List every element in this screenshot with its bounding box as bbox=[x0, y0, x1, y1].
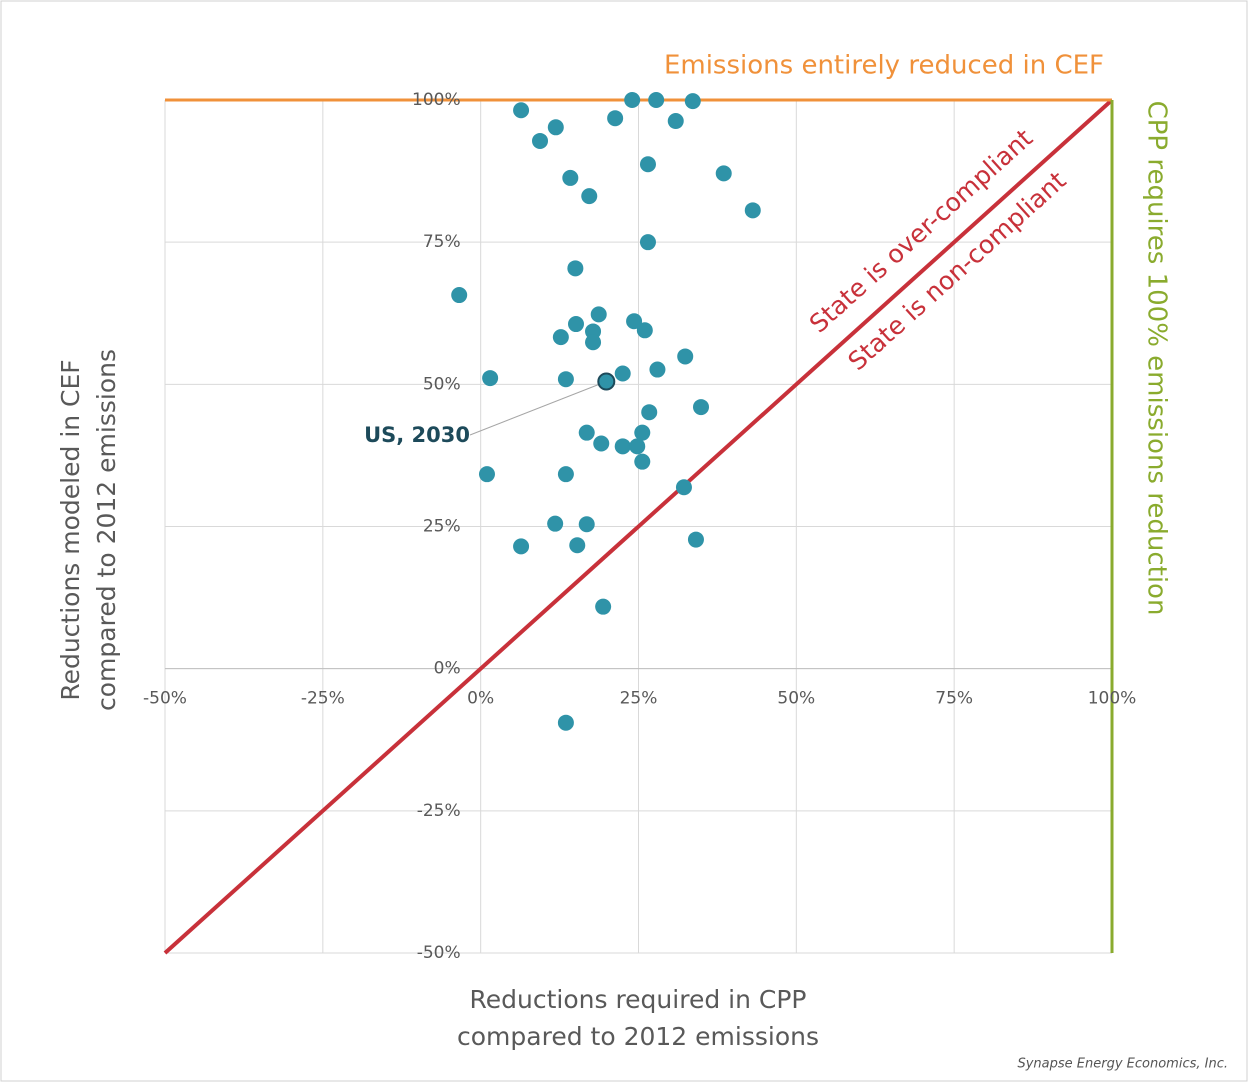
point bbox=[547, 515, 564, 532]
point bbox=[482, 370, 499, 387]
point bbox=[634, 453, 651, 470]
marks bbox=[163, 92, 1114, 955]
leader-line bbox=[469, 381, 607, 436]
point bbox=[557, 466, 574, 483]
reference-label: CPP requires 100% emissions reduction bbox=[1142, 101, 1172, 616]
source: Synapse Energy Economics, Inc. bbox=[1017, 1057, 1228, 1072]
x-axis-title: compared to 2012 emissions bbox=[457, 1022, 819, 1051]
point bbox=[562, 169, 579, 186]
point bbox=[578, 424, 595, 441]
point bbox=[478, 466, 495, 483]
y-tick-label: -25% bbox=[417, 801, 461, 821]
point bbox=[557, 371, 574, 388]
point bbox=[641, 404, 658, 421]
point bbox=[513, 102, 530, 119]
point bbox=[569, 537, 586, 554]
point bbox=[614, 365, 631, 382]
point bbox=[552, 329, 569, 346]
y-tick-label: 50% bbox=[423, 374, 461, 394]
point bbox=[649, 361, 666, 378]
y-tick-label: 25% bbox=[423, 517, 461, 537]
point bbox=[567, 316, 584, 333]
x-tick-label: 50% bbox=[777, 689, 815, 709]
point bbox=[513, 538, 530, 555]
y-axis-title: compared to 2012 emissions bbox=[92, 349, 121, 711]
x-tick-label: -25% bbox=[301, 689, 345, 709]
point bbox=[597, 372, 616, 391]
point bbox=[675, 479, 692, 496]
point bbox=[578, 516, 595, 533]
point bbox=[677, 348, 694, 365]
grid bbox=[164, 99, 1113, 954]
point bbox=[557, 714, 574, 731]
point bbox=[624, 92, 641, 108]
annotation: US, 2030 bbox=[364, 423, 470, 447]
point bbox=[567, 260, 584, 277]
y-tick-label: 75% bbox=[423, 232, 461, 252]
parity-line bbox=[163, 98, 1114, 955]
y-tick-label: -50% bbox=[417, 943, 461, 963]
point bbox=[667, 113, 684, 130]
x-tick-label: 100% bbox=[1088, 689, 1137, 709]
point bbox=[532, 132, 549, 149]
point bbox=[590, 306, 607, 323]
point bbox=[593, 435, 610, 452]
point bbox=[687, 531, 704, 548]
point bbox=[614, 438, 631, 455]
x-tick-label: 0% bbox=[467, 689, 494, 709]
point bbox=[547, 119, 564, 136]
reference-label: Emissions entirely reduced in CEF bbox=[664, 51, 1104, 81]
point bbox=[684, 93, 701, 110]
point bbox=[626, 313, 643, 330]
point bbox=[607, 110, 624, 127]
point bbox=[634, 424, 651, 441]
point bbox=[744, 202, 761, 219]
point bbox=[595, 598, 612, 615]
point bbox=[639, 234, 656, 251]
y-axis-title: Reductions modeled in CEF bbox=[56, 359, 85, 700]
x-tick-label: 25% bbox=[620, 689, 658, 709]
y-tick-label: 100% bbox=[412, 90, 461, 110]
point bbox=[693, 399, 710, 416]
point bbox=[451, 287, 468, 304]
point bbox=[629, 438, 646, 455]
point bbox=[715, 165, 732, 182]
point bbox=[636, 322, 653, 339]
point bbox=[648, 92, 665, 108]
x-tick-label: 75% bbox=[935, 689, 973, 709]
y-tick-label: 0% bbox=[434, 659, 461, 679]
point bbox=[639, 156, 656, 173]
point bbox=[585, 334, 602, 351]
x-axis-title: Reductions required in CPP bbox=[470, 985, 807, 1014]
x-tick-label: -50% bbox=[143, 689, 187, 709]
point bbox=[581, 188, 598, 205]
